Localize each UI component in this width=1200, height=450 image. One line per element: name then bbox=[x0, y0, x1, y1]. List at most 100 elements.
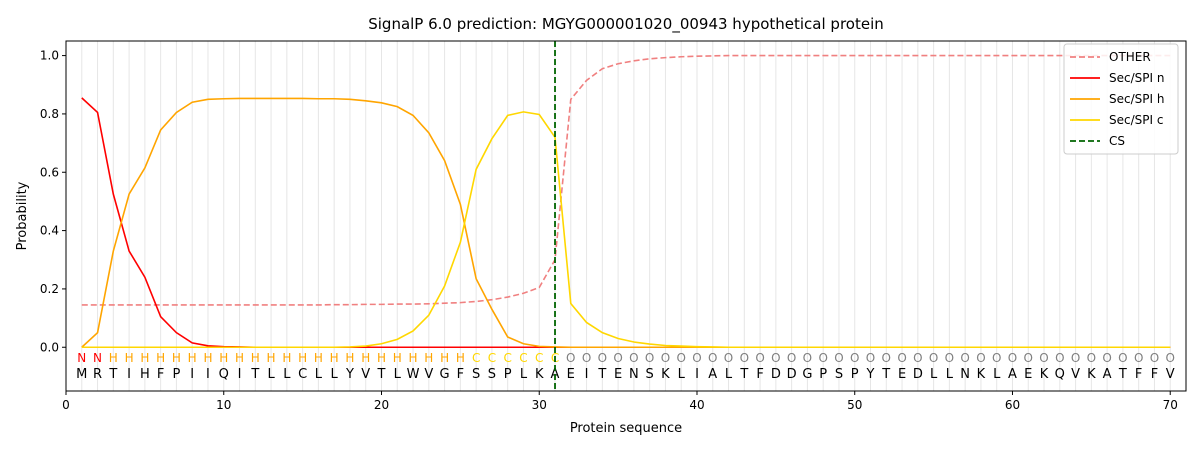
region-label: O bbox=[803, 351, 812, 365]
amino-acid-label: L bbox=[283, 367, 291, 382]
amino-acid-label: E bbox=[1024, 367, 1032, 382]
region-label: N bbox=[77, 351, 86, 365]
region-label: H bbox=[203, 351, 212, 365]
amino-acid-label: I bbox=[206, 367, 210, 382]
amino-acid-label: L bbox=[993, 367, 1001, 382]
y-tick-label: 0.6 bbox=[40, 165, 59, 179]
amino-acid-label: K bbox=[1040, 367, 1049, 382]
amino-acid-label: F bbox=[157, 367, 164, 382]
amino-acid-label: V bbox=[361, 367, 370, 382]
region-label: O bbox=[913, 351, 922, 365]
chart-title: SignalP 6.0 prediction: MGYG000001020_00… bbox=[368, 15, 884, 34]
y-tick-label: 0.0 bbox=[40, 340, 59, 354]
region-label: O bbox=[1008, 351, 1017, 365]
amino-acid-label: S bbox=[488, 367, 496, 382]
amino-acid-label: T bbox=[108, 367, 117, 382]
amino-acid-label: T bbox=[881, 367, 890, 382]
region-label: O bbox=[787, 351, 796, 365]
plot-frame bbox=[65, 40, 1187, 392]
x-tick-label: 20 bbox=[374, 398, 389, 412]
x-axis-label: Protein sequence bbox=[570, 421, 682, 436]
amino-acid-label: Q bbox=[219, 367, 229, 382]
amino-acid-label: T bbox=[739, 367, 748, 382]
amino-acid-label: A bbox=[708, 367, 717, 382]
region-label: O bbox=[645, 351, 654, 365]
amino-acid-label: P bbox=[819, 367, 827, 382]
region-label: H bbox=[314, 351, 323, 365]
amino-acid-label: H bbox=[140, 367, 150, 382]
region-label: O bbox=[929, 351, 938, 365]
region-label: C bbox=[535, 351, 543, 365]
amino-acid-label: I bbox=[127, 367, 131, 382]
amino-acid-label: L bbox=[520, 367, 528, 382]
legend-label: CS bbox=[1109, 134, 1125, 148]
legend-label: Sec/SPI c bbox=[1109, 113, 1163, 127]
region-label: O bbox=[676, 351, 685, 365]
region-label: O bbox=[992, 351, 1001, 365]
series-line-other bbox=[81, 54, 1171, 306]
region-label: O bbox=[566, 351, 575, 365]
y-tick-label: 0.8 bbox=[40, 107, 59, 121]
x-tick-label: 40 bbox=[689, 398, 704, 412]
x-tick-label: 10 bbox=[216, 398, 231, 412]
region-label: N bbox=[93, 351, 102, 365]
amino-acid-label: L bbox=[946, 367, 954, 382]
amino-acid-label: D bbox=[787, 367, 797, 382]
legend: OTHER Sec/SPI n Sec/SPI h Sec/SPI c CS bbox=[1063, 43, 1179, 155]
amino-acid-label: N bbox=[960, 367, 970, 382]
amino-acid-label: L bbox=[930, 367, 938, 382]
region-label: H bbox=[235, 351, 244, 365]
region-label: O bbox=[818, 351, 827, 365]
region-label: H bbox=[424, 351, 433, 365]
amino-acid-label: I bbox=[695, 367, 699, 382]
amino-acid-label: N bbox=[629, 367, 639, 382]
amino-acid-label: I bbox=[238, 367, 242, 382]
amino-acid-label: A bbox=[1008, 367, 1017, 382]
region-label: O bbox=[1071, 351, 1080, 365]
amino-acid-label: T bbox=[597, 367, 606, 382]
amino-acid-label: V bbox=[1166, 367, 1175, 382]
amino-acid-label: M bbox=[76, 367, 87, 382]
legend-label: Sec/SPI n bbox=[1109, 71, 1164, 85]
amino-acid-label: F bbox=[1151, 367, 1158, 382]
amino-acid-label: W bbox=[407, 367, 420, 382]
region-label: O bbox=[1087, 351, 1096, 365]
amino-acid-label: V bbox=[1071, 367, 1080, 382]
amino-acid-label: K bbox=[1087, 367, 1096, 382]
region-label: H bbox=[140, 351, 149, 365]
amino-acid-label: T bbox=[250, 367, 259, 382]
amino-acid-label: D bbox=[771, 367, 781, 382]
region-label: H bbox=[393, 351, 402, 365]
amino-acid-label: L bbox=[725, 367, 733, 382]
amino-acid-label: R bbox=[93, 367, 102, 382]
x-tick-label: 60 bbox=[1005, 398, 1020, 412]
amino-acid-label: P bbox=[173, 367, 181, 382]
region-label: O bbox=[1102, 351, 1111, 365]
region-label: O bbox=[661, 351, 670, 365]
series-lines bbox=[81, 41, 1171, 391]
y-tick-label: 0.4 bbox=[40, 224, 59, 238]
amino-acid-label: L bbox=[678, 367, 686, 382]
amino-acid-label: P bbox=[851, 367, 859, 382]
region-label: H bbox=[330, 351, 339, 365]
amino-acid-label: F bbox=[457, 367, 464, 382]
amino-acid-label: L bbox=[267, 367, 275, 382]
y-axis-ticks: 0.0 0.2 0.4 0.6 0.8 1.0 bbox=[40, 49, 66, 354]
residue-labels: NMNRHTHIHHHFHPHIHIHQHIHTHLHLHCHLHLHYHVHT… bbox=[76, 351, 1175, 382]
region-label: H bbox=[172, 351, 181, 365]
amino-acid-label: P bbox=[504, 367, 512, 382]
region-label: H bbox=[251, 351, 260, 365]
region-label: C bbox=[503, 351, 511, 365]
region-label: H bbox=[125, 351, 134, 365]
x-axis-ticks: 0 10 20 30 40 50 60 70 bbox=[62, 391, 1178, 412]
region-label: H bbox=[361, 351, 370, 365]
region-label: C bbox=[488, 351, 496, 365]
region-label: O bbox=[740, 351, 749, 365]
amino-acid-label: S bbox=[646, 367, 654, 382]
amino-acid-label: L bbox=[394, 367, 402, 382]
amino-acid-label: T bbox=[1118, 367, 1127, 382]
region-label: O bbox=[866, 351, 875, 365]
amino-acid-label: G bbox=[802, 367, 812, 382]
amino-acid-label: S bbox=[835, 367, 843, 382]
region-label: O bbox=[598, 351, 607, 365]
